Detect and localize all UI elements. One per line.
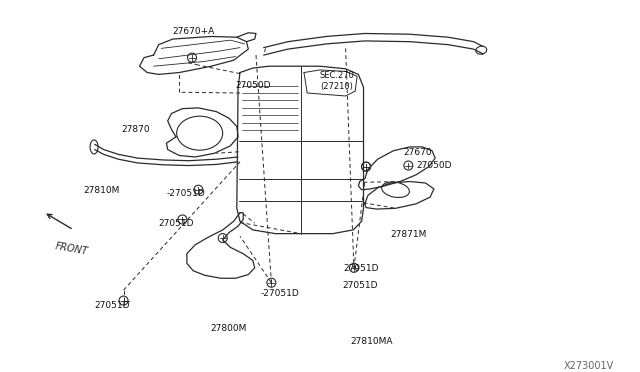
Text: X273001V: X273001V [564,361,614,371]
Text: 27050D: 27050D [416,161,451,170]
Text: 27051D: 27051D [95,301,130,310]
Text: 27800M: 27800M [210,324,246,333]
Text: -27051D: -27051D [260,289,300,298]
Text: 27871M: 27871M [390,230,427,239]
Text: 27810MA: 27810MA [351,337,393,346]
Text: 27670+A: 27670+A [173,27,215,36]
Text: 27051D: 27051D [342,281,378,290]
Text: 27670: 27670 [403,148,432,157]
Text: SEC.270
(27210): SEC.270 (27210) [320,71,355,91]
Text: 27050D: 27050D [236,81,271,90]
Text: 27051D: 27051D [344,264,379,273]
Text: FRONT: FRONT [54,241,89,257]
Text: 27810M: 27810M [83,186,120,195]
Text: -27051D: -27051D [166,189,205,198]
Text: 27870: 27870 [122,125,150,134]
Text: 27051D: 27051D [159,219,194,228]
